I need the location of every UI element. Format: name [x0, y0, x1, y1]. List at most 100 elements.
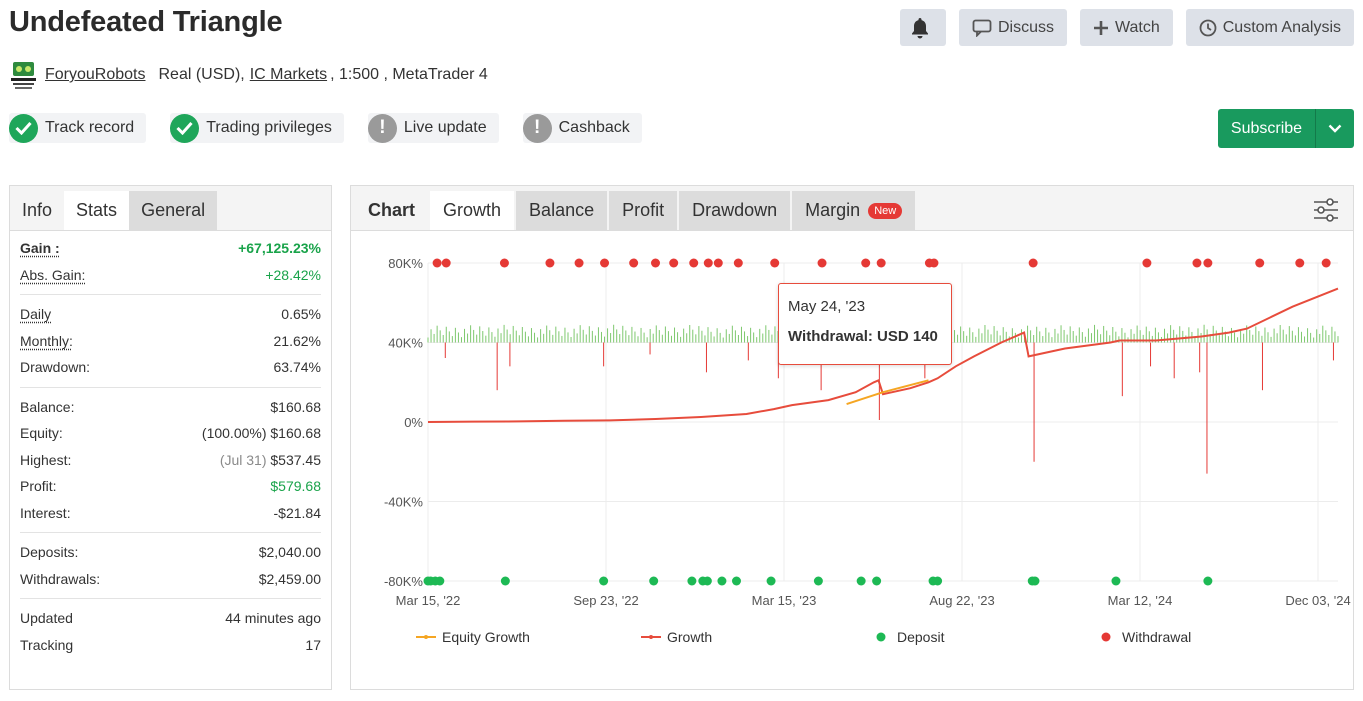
stats-tabs: Info Stats General [10, 186, 331, 231]
withdrawal-marker [1321, 258, 1331, 268]
withdrawal-marker [545, 258, 555, 268]
withdrawal-marker [1255, 258, 1265, 268]
stat-label: Updated [20, 610, 73, 627]
legend-label: Withdrawal [1122, 629, 1191, 645]
tab-growth[interactable]: Growth [430, 191, 515, 230]
y-tick-label: 40K% [388, 336, 423, 351]
stat-withdrawals: Withdrawals: $2,459.00 [20, 566, 321, 593]
stat-tracking: Tracking 17 [20, 632, 321, 659]
deposit-marker [500, 576, 510, 586]
equity-growth-line [846, 379, 929, 406]
owner-link[interactable]: ForyouRobots [45, 66, 146, 83]
tab-balance[interactable]: Balance [516, 191, 608, 230]
stat-value: 0.65% [281, 306, 321, 323]
tooltip-date: May 24, '23 [788, 298, 866, 315]
stat-label: Profit: [20, 478, 57, 495]
badge-label: Live update [403, 119, 487, 136]
stat-drawdown: Drawdown: 63.74% [20, 354, 321, 381]
legend-dot [649, 635, 653, 639]
stat-deposits: Deposits: $2,040.00 [20, 539, 321, 566]
tab-margin[interactable]: Margin New [792, 191, 916, 230]
stat-label: Drawdown: [20, 359, 91, 376]
chart-tabs: Chart Growth Balance Profit Drawdown Mar… [351, 186, 1353, 231]
withdrawal-marker [876, 258, 886, 268]
badge-track-record[interactable]: Track record [9, 113, 147, 143]
divider [20, 294, 321, 295]
withdrawal-marker [689, 258, 699, 268]
stat-value: +28.42% [265, 266, 321, 283]
broker-link[interactable]: IC Markets [249, 66, 328, 83]
stat-label: Highest: [20, 451, 72, 468]
stat-gain: Gain : +67,125.23% [20, 235, 321, 262]
tab-profit[interactable]: Profit [609, 191, 678, 230]
deposit-marker [872, 576, 882, 586]
new-badge: New [868, 202, 903, 219]
tab-stats[interactable]: Stats [64, 191, 130, 230]
subscribe-label[interactable]: Subscribe [1218, 109, 1316, 148]
divider [20, 386, 321, 388]
stat-value: 17 [305, 636, 321, 653]
withdrawal-marker [929, 258, 939, 268]
stat-highest: Highest: (Jul 31) $537.45 [20, 447, 321, 474]
deposit-marker [1030, 576, 1040, 586]
chart-settings-button[interactable] [1313, 198, 1339, 227]
badge-trading-privileges[interactable]: Trading privileges [170, 113, 344, 143]
chevron-down-icon [1328, 124, 1342, 133]
withdrawal-marker [600, 258, 610, 268]
badge-live-update[interactable]: ! Live update [367, 113, 499, 143]
stat-profit: Profit: $579.68 [20, 473, 321, 500]
stat-balance: Balance: $160.68 [20, 394, 321, 421]
stat-label: Balance: [20, 398, 75, 415]
stat-label[interactable]: Gain : [20, 240, 60, 257]
stat-value: -$21.84 [273, 504, 321, 521]
stat-label: Equity: [20, 425, 63, 442]
deposit-marker [717, 576, 727, 586]
legend-marker [876, 632, 886, 642]
tab-general[interactable]: General [129, 191, 218, 230]
subscribe-button[interactable]: Subscribe [1218, 109, 1354, 148]
y-tick-label: 0% [404, 415, 423, 430]
withdrawal-marker [1295, 258, 1305, 268]
badge-label: Trading privileges [206, 119, 332, 136]
notifications-button[interactable] [899, 9, 946, 46]
legend-dot [424, 635, 428, 639]
account-type: Real (USD), [158, 66, 245, 83]
deposit-marker [731, 576, 741, 586]
page-title: Undefeated Triangle [9, 6, 283, 38]
stat-label[interactable]: Abs. Gain: [20, 266, 86, 283]
x-tick-label: Aug 22, '23 [929, 593, 994, 608]
subscribe-dropdown[interactable] [1316, 109, 1354, 148]
stat-label[interactable]: Daily [20, 306, 52, 323]
discuss-button[interactable]: Discuss [958, 9, 1067, 46]
stat-monthly: Monthly: 21.62% [20, 328, 321, 355]
stat-abs-gain: Abs. Gain: +28.42% [20, 262, 321, 289]
stat-label: Deposits: [20, 544, 79, 561]
bell-icon [911, 17, 928, 38]
withdrawal-marker [629, 258, 639, 268]
plus-icon [1093, 20, 1108, 35]
withdrawal-marker [817, 258, 827, 268]
withdrawal-marker [651, 258, 660, 268]
watch-label: Watch [1114, 18, 1160, 36]
stats-panel: Info Stats General Gain : +67,125.23% Abs… [9, 185, 332, 690]
check-icon [9, 113, 38, 143]
chart-panel: Chart Growth Balance Profit Drawdown Mar… [350, 185, 1354, 690]
withdrawal-marker [1142, 258, 1152, 268]
badge-cashback[interactable]: ! Cashback [522, 113, 642, 143]
deposit-marker [435, 576, 445, 586]
deposit-marker [1111, 576, 1121, 586]
stat-equity: Equity: (100.00%) $160.68 [20, 420, 321, 447]
stat-label: Withdrawals: [20, 570, 101, 587]
stat-label[interactable]: Monthly: [20, 332, 73, 349]
withdrawal-marker [499, 258, 509, 268]
deposit-marker [1203, 576, 1213, 586]
tooltip-value: Withdrawal: USD 140 [788, 328, 938, 345]
clock-icon [1199, 19, 1217, 36]
custom-analysis-button[interactable]: Custom Analysis [1185, 9, 1354, 46]
tab-drawdown[interactable]: Drawdown [679, 191, 791, 230]
tab-info[interactable]: Info [22, 200, 53, 220]
growth-line [427, 287, 1339, 423]
account-info: ForyouRobots Real (USD), IC Markets , 1:… [10, 60, 488, 90]
check-icon [170, 113, 200, 143]
watch-button[interactable]: Watch [1079, 9, 1173, 46]
